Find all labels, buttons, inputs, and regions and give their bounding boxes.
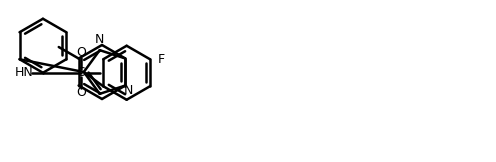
Text: F: F <box>158 53 165 66</box>
Text: S: S <box>77 66 85 79</box>
Text: N: N <box>124 84 133 97</box>
Text: O: O <box>76 86 86 99</box>
Text: O: O <box>76 46 86 59</box>
Text: HN: HN <box>15 66 33 79</box>
Text: N: N <box>95 33 104 46</box>
